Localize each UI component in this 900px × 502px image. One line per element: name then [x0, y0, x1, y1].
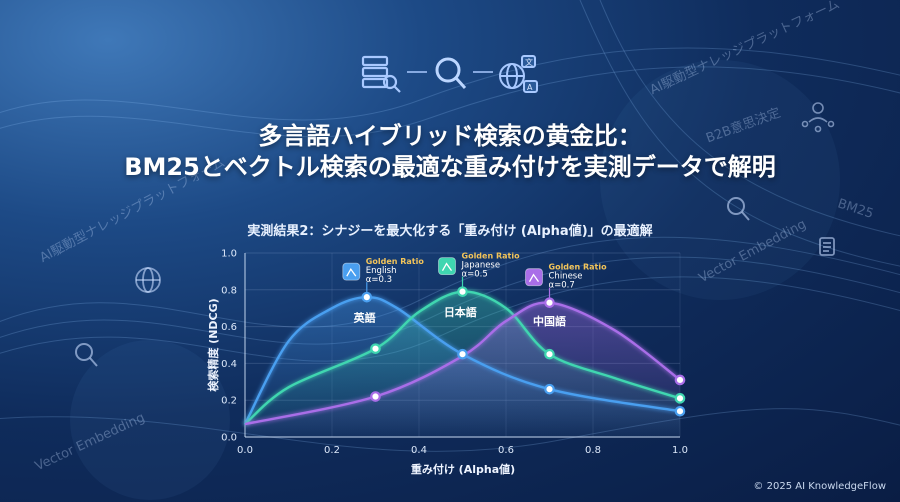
series-label: 日本語 — [444, 305, 477, 319]
callout-golden-ratio: Golden Ratio — [549, 263, 608, 272]
chart-title: 実測結果2：シナジーを最大化する「重み付け (Alpha値)」の最適解 — [247, 224, 653, 239]
data-point — [674, 374, 686, 386]
callout-alpha: α=0.5 — [462, 270, 488, 280]
data-point — [544, 383, 555, 395]
copyright-footer: © 2025 AI KnowledgeFlow — [753, 481, 886, 492]
callout-badge-icon — [525, 268, 543, 287]
chart-glyph-icon — [528, 273, 540, 283]
callout-alpha: α=0.3 — [366, 275, 392, 285]
x-tick-label: 0.2 — [324, 445, 340, 456]
y-tick-label: 0.0 — [221, 433, 237, 444]
data-point — [370, 391, 381, 402]
document-icon — [819, 237, 835, 256]
series-label: 中国語 — [533, 314, 566, 328]
y-axis-title: 検索精度 (NDCG) — [206, 298, 220, 391]
callout-language: Chinese — [549, 272, 583, 282]
data-point — [544, 297, 555, 308]
chart-glyph-icon — [441, 262, 453, 272]
data-point — [674, 393, 686, 404]
callout-badge-icon — [438, 257, 456, 276]
globe-icon — [135, 267, 161, 293]
y-tick-label: 0.4 — [221, 359, 237, 370]
page-title-line1: 多言語ハイブリッド検索の黄金比： — [258, 122, 642, 150]
series-line — [244, 301, 681, 426]
data-point — [370, 343, 381, 354]
x-tick-label: 0.6 — [498, 445, 514, 456]
y-tick-label: 0.2 — [221, 396, 237, 407]
callout-language: English — [366, 266, 397, 276]
callout-badge-icon — [342, 262, 361, 281]
x-tick-label: 0.4 — [411, 445, 427, 456]
callout-language: Japanese — [461, 261, 501, 271]
page-title-line2: BM25とベクトル検索の最適な重み付けを実測データで解明 — [124, 153, 776, 181]
data-point — [674, 405, 686, 417]
data-point — [457, 286, 468, 297]
svg-text:A: A — [527, 83, 533, 92]
x-tick-label: 0.0 — [237, 445, 253, 456]
data-point — [361, 291, 373, 303]
y-tick-label: 0.8 — [221, 285, 237, 296]
callout-golden-ratio: Golden Ratio — [462, 252, 521, 261]
network-icon — [801, 102, 835, 133]
x-tick-label: 0.8 — [585, 445, 601, 456]
x-tick-label: 1.0 — [672, 445, 688, 456]
callout-alpha: α=0.7 — [549, 281, 575, 291]
x-axis-title: 重み付け (Alpha値) — [411, 462, 515, 476]
database-search-icon — [361, 55, 401, 93]
y-tick-label: 1.0 — [221, 249, 237, 260]
magnifier-icon — [75, 343, 98, 367]
y-tick-label: 0.6 — [221, 322, 237, 333]
callout-golden-ratio: Golden Ratio — [366, 257, 425, 266]
svg-text:文: 文 — [525, 57, 533, 67]
data-point — [544, 348, 555, 360]
data-point — [457, 348, 468, 360]
magnifier-icon — [435, 57, 467, 90]
chart-glyph-icon — [346, 267, 357, 277]
magnifier-icon — [727, 197, 750, 221]
series-label: 英語 — [353, 310, 376, 324]
globe-translate-icon — [499, 55, 538, 93]
